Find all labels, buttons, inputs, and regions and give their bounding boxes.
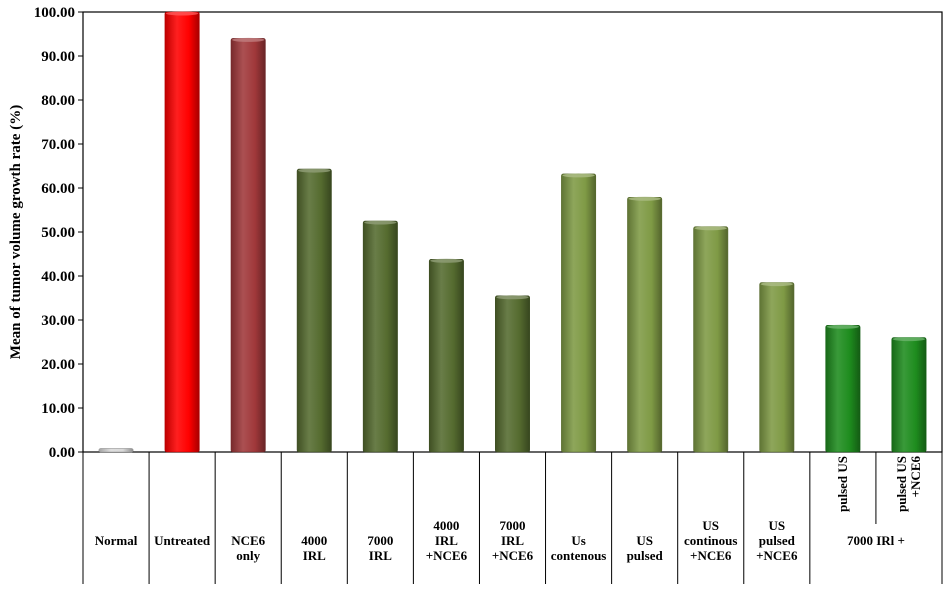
bar-highlight (826, 324, 860, 329)
category-label: Us (571, 533, 585, 548)
category-label: US (702, 518, 719, 533)
category-label: +NCE6 (426, 548, 468, 563)
bar (98, 448, 134, 453)
bar-highlight (628, 196, 661, 201)
category-label: +NCE6 (908, 456, 923, 498)
bar (561, 173, 597, 453)
category-label: Normal (95, 533, 138, 548)
y-tick-label: 10.00 (41, 401, 75, 417)
bar-highlight (430, 258, 463, 263)
bar-highlight (562, 173, 595, 178)
y-tick-label: 0.00 (49, 445, 75, 461)
bar-highlight (760, 282, 793, 287)
bar-highlight (694, 226, 727, 231)
category-label: US (768, 518, 785, 533)
category-label: IRL (435, 533, 458, 548)
bar (693, 226, 729, 453)
y-tick-label: 70.00 (41, 137, 75, 153)
bar (627, 196, 663, 453)
bar (428, 258, 464, 453)
group-label: 7000 IRl + (847, 533, 905, 548)
category-label: +NCE6 (492, 548, 534, 563)
y-tick-label: 60.00 (41, 181, 75, 197)
bar-highlight (496, 295, 529, 300)
category-label: pulsed (759, 533, 796, 548)
category-label: 4000 (301, 533, 327, 548)
category-label: IRL (303, 548, 326, 563)
bar-highlight (232, 37, 265, 42)
y-tick-label: 20.00 (41, 357, 75, 373)
bar-highlight (298, 168, 331, 173)
y-tick-label: 90.00 (41, 49, 75, 65)
category-label: +NCE6 (756, 548, 798, 563)
y-tick-label: 40.00 (41, 269, 75, 285)
category-label: Untreated (154, 533, 211, 548)
bar (825, 324, 861, 453)
category-label: continous (684, 533, 737, 548)
y-axis-label: Mean of tumor volume growth rate (%) (8, 105, 24, 359)
y-tick-label: 80.00 (41, 93, 75, 109)
category-label: IRL (369, 548, 392, 563)
category-label: 7000 (500, 518, 526, 533)
category-label: only (236, 548, 260, 563)
y-tick-label: 100.00 (34, 5, 75, 21)
category-label: pulsed US (835, 456, 850, 512)
category-label: +NCE6 (690, 548, 732, 563)
bar-highlight (892, 337, 926, 342)
y-tick-label: 30.00 (41, 313, 75, 329)
category-table: Normal Untreated NCE6only4000IRL7000IRL400… (82, 452, 943, 584)
bar (296, 168, 332, 453)
category-label: pulsed (627, 548, 664, 563)
bar (759, 282, 795, 453)
category-label: IRL (501, 533, 524, 548)
category-label: pulsed US (894, 456, 909, 512)
bar-highlight (165, 11, 199, 16)
category-label: 7000 (367, 533, 393, 548)
category-label: NCE6 (231, 533, 265, 548)
y-tick-label: 50.00 (41, 225, 75, 241)
bar (495, 295, 530, 453)
bar (230, 38, 266, 453)
category-label: 4000 (433, 518, 459, 533)
bar (362, 220, 398, 453)
bar-highlight (364, 220, 397, 225)
bar (164, 11, 200, 453)
bar (891, 337, 927, 453)
category-label: US (636, 533, 653, 548)
bars (98, 11, 927, 453)
category-label: contenous (551, 548, 607, 563)
